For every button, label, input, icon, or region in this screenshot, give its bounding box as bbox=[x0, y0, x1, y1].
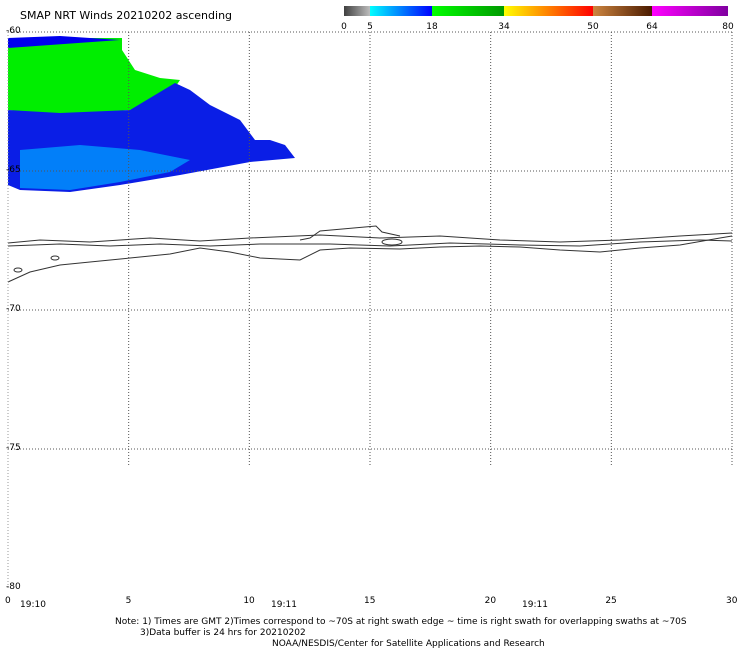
colorbar-segment bbox=[432, 6, 504, 16]
swath-time-label: 19:10 bbox=[20, 600, 46, 610]
swath-time-label: 19:11 bbox=[522, 600, 548, 610]
colorbar-segment bbox=[593, 6, 652, 16]
note-line-3: NOAA/NESDIS/Center for Satellite Applica… bbox=[272, 639, 545, 649]
colorbar-tick-label: 34 bbox=[498, 22, 510, 32]
wind-blue-region bbox=[8, 36, 120, 48]
lon-tick-label: 30 bbox=[726, 596, 738, 606]
colorbar-tick-label: 0 bbox=[341, 22, 347, 32]
colorbar-tick-label: 18 bbox=[426, 22, 438, 32]
wind-swath bbox=[8, 36, 295, 192]
island-1 bbox=[381, 238, 403, 246]
ice-shelf-edge bbox=[7, 232, 733, 244]
lat-tick-label: -80 bbox=[6, 582, 21, 592]
colorbar-segment bbox=[370, 6, 432, 16]
lon-tick-label: 0 bbox=[5, 596, 11, 606]
note-line-2: 3)Data buffer is 24 hrs for 20210202 bbox=[140, 628, 306, 638]
lon-tick-label: 20 bbox=[484, 596, 497, 606]
colorbar-tick-label: 50 bbox=[587, 22, 599, 32]
antarctic-coastline bbox=[7, 225, 733, 283]
lon-tick-label: 5 bbox=[125, 596, 132, 606]
colorbar-segment bbox=[652, 6, 728, 16]
lon-tick-label: 25 bbox=[605, 596, 617, 606]
island-3 bbox=[50, 255, 60, 261]
lon-tick-label: 10 bbox=[243, 596, 255, 606]
coastline-outer bbox=[7, 235, 733, 283]
lat-tick-label: -70 bbox=[6, 304, 21, 314]
wind-green-region bbox=[8, 38, 180, 115]
wind-speed-colorbar bbox=[344, 6, 728, 16]
colorbar-segment bbox=[344, 6, 370, 16]
colorbar-tick-label: 5 bbox=[367, 22, 373, 32]
colorbar-segment bbox=[504, 6, 593, 16]
colorbar-tick-label: 80 bbox=[722, 22, 734, 32]
colorbar-tick-label: 64 bbox=[646, 22, 658, 32]
coastline-inner bbox=[7, 239, 733, 247]
wind-lightblue-region bbox=[20, 145, 190, 190]
map-title: SMAP NRT Winds 20210202 ascending bbox=[20, 9, 233, 22]
note-line-1: Note: 1) Times are GMT 2)Times correspon… bbox=[115, 617, 687, 627]
lat-tick-label: -75 bbox=[6, 443, 21, 453]
island-2 bbox=[13, 267, 23, 273]
lat-tick-label: -65 bbox=[6, 165, 21, 175]
swath-time-label: 19:11 bbox=[271, 600, 297, 610]
lat-tick-label: -60 bbox=[6, 26, 21, 36]
lon-tick-label: 15 bbox=[364, 596, 376, 606]
ice-rise bbox=[299, 225, 401, 241]
